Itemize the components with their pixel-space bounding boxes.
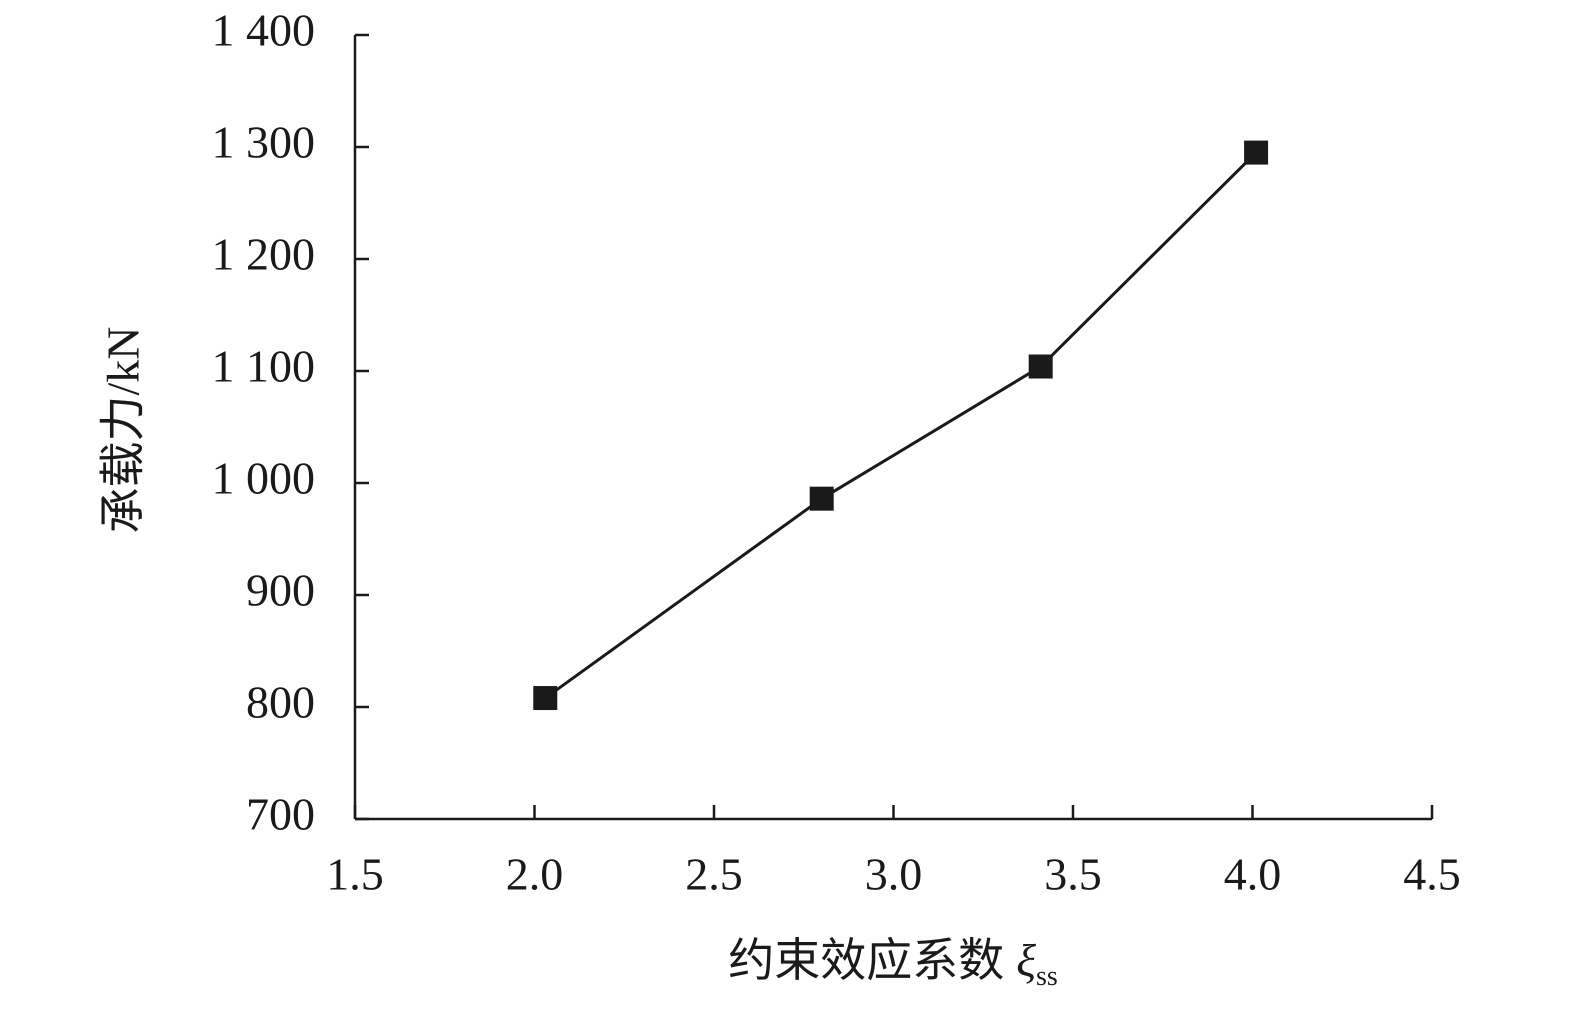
x-tick-label: 4.0: [1224, 849, 1282, 900]
x-tick-label: 1.5: [326, 849, 384, 900]
y-axis-label: 承载力/kN: [98, 327, 149, 534]
point-marker: [533, 686, 558, 711]
x-tick-label: 3.0: [865, 849, 923, 900]
x-axis-label-subscript: ss: [1036, 961, 1058, 992]
y-tick-label: 1 400: [212, 5, 316, 56]
x-tick-label: 4.5: [1403, 849, 1461, 900]
y-tick-label: 800: [246, 677, 315, 728]
series-line: [544, 151, 1258, 700]
y-tick-label: 1 300: [212, 117, 316, 168]
y-tick-label: 1 100: [212, 341, 316, 392]
y-tick-label: 700: [246, 789, 315, 840]
x-axis-label-symbol: ξ: [1016, 935, 1036, 986]
x-tick-label: 2.0: [506, 849, 564, 900]
x-tick-label: 3.5: [1044, 849, 1102, 900]
x-axis-label: 约束效应系数 ξss: [728, 935, 1058, 993]
point-marker: [1244, 140, 1269, 165]
y-tick-label: 1 000: [212, 453, 316, 504]
y-tick-label: 900: [246, 565, 315, 616]
y-tick-label: 1 200: [212, 229, 316, 280]
point-marker: [809, 486, 834, 511]
point-marker: [1028, 354, 1053, 379]
x-axis-label-text: 约束效应系数: [728, 935, 1004, 986]
x-tick-label: 2.5: [685, 849, 743, 900]
